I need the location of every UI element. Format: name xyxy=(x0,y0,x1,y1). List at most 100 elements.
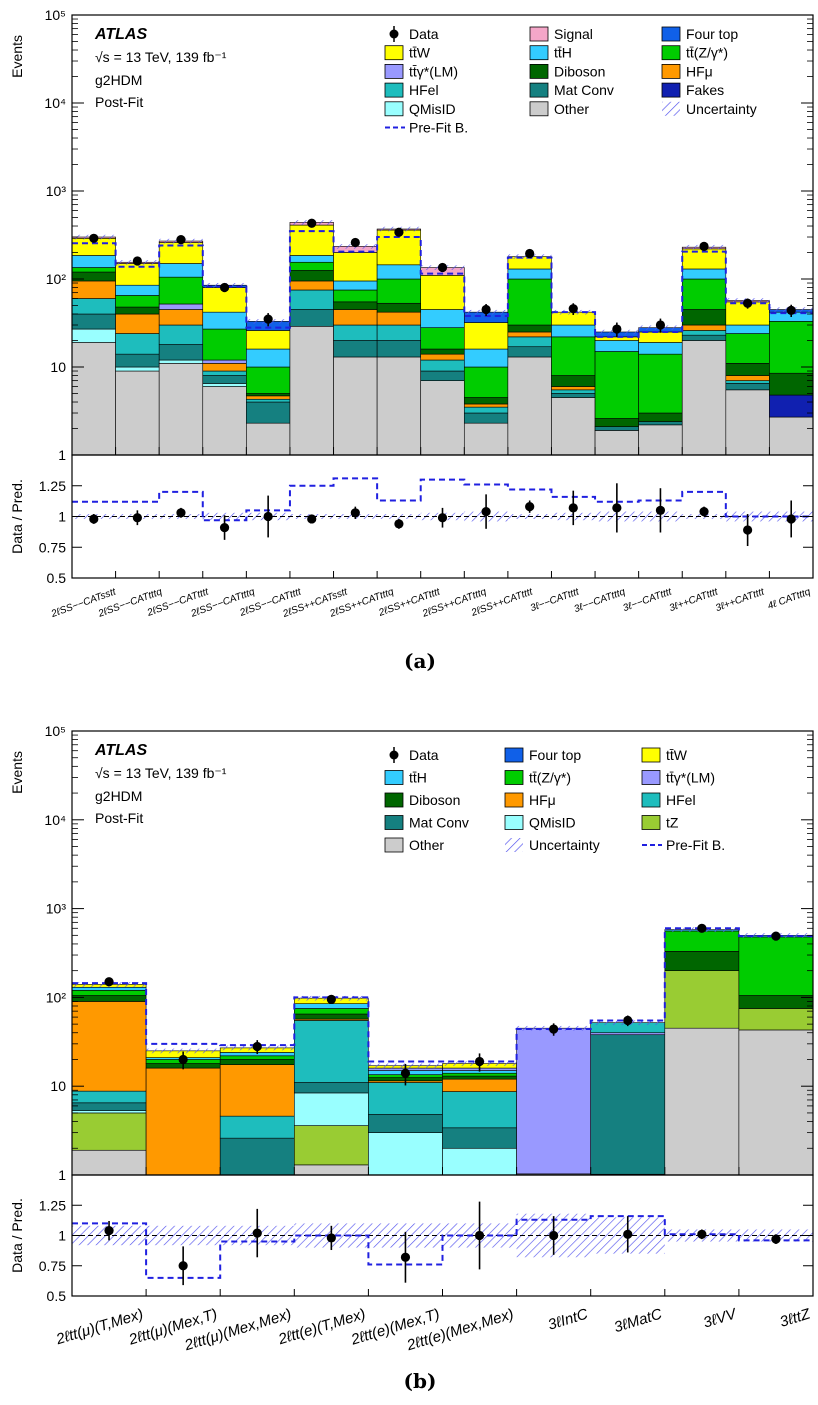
legend-swatch-ttH xyxy=(529,45,549,61)
stack-qmisid xyxy=(71,328,116,343)
legend-swatch-uncertainty xyxy=(662,101,680,116)
model-label: g2HDM xyxy=(95,788,142,804)
stack-diboson xyxy=(594,418,639,427)
stack-ttH xyxy=(638,342,683,355)
legend-swatch-ttZ xyxy=(504,770,524,785)
category-label: 3ℓ−−CATtttt xyxy=(622,586,675,614)
ratio-point xyxy=(612,503,622,513)
legend-label: HFel xyxy=(666,792,696,808)
stack-ttZ xyxy=(293,1008,369,1015)
category-label: 3ℓ++CATtttt xyxy=(714,586,767,614)
legend-swatch-matconv xyxy=(529,82,549,98)
ratio-point xyxy=(474,1230,485,1241)
stack-ttH xyxy=(551,324,596,338)
stack-ttZ xyxy=(158,276,204,305)
stack-ttH xyxy=(681,268,727,280)
stack-hfmu xyxy=(289,280,334,291)
data-point xyxy=(655,320,666,330)
stack-ttZ xyxy=(442,1072,517,1077)
stack-ttZ xyxy=(725,333,770,364)
legend-label: HFμ xyxy=(686,63,713,79)
legend-label: Mat Conv xyxy=(409,815,469,831)
category-label: 3ℓ++CATtttt xyxy=(668,586,721,614)
legend-swatch-tz xyxy=(641,815,661,830)
stack-ttZ xyxy=(594,351,639,419)
legend-swatch-hfel xyxy=(384,82,404,98)
stack-hfmu xyxy=(551,386,596,391)
ratio-point xyxy=(568,503,578,513)
stack-hfel xyxy=(507,336,552,348)
ratio-point xyxy=(525,502,535,512)
stack-hfel xyxy=(158,324,204,345)
energy-lumi-label: √s = 13 TeV, 139 fb⁻¹ xyxy=(95,765,227,781)
y-tick-label: 10 xyxy=(50,1078,66,1094)
data-point xyxy=(132,256,142,266)
stack-ttW xyxy=(246,330,291,350)
data-point xyxy=(525,248,535,259)
ratio-point xyxy=(699,506,709,517)
legend-swatch-ttW xyxy=(384,45,404,61)
category-label: 3ℓ−−CATtttq xyxy=(573,586,628,615)
stack-other xyxy=(71,1149,147,1176)
stack-matconv xyxy=(293,1082,369,1094)
stack-matconv xyxy=(71,313,116,330)
y-tick-label: 10³ xyxy=(46,901,67,917)
ratio-prefit-line xyxy=(72,1215,813,1279)
stack-hfmu xyxy=(333,309,378,326)
energy-lumi-label: √s = 13 TeV, 139 fb⁻¹ xyxy=(95,49,227,65)
stack-ttZ xyxy=(638,353,683,414)
stack-ttW xyxy=(289,224,334,256)
category-label: 3ℓVV xyxy=(701,1305,740,1332)
stack-tz xyxy=(738,1008,814,1031)
data-point xyxy=(178,1054,188,1065)
ratio-point xyxy=(394,519,404,529)
category-label: 4ℓ CATtttq xyxy=(766,586,812,612)
stack-ttZ xyxy=(769,321,814,374)
stack-ttZ xyxy=(463,366,509,398)
data-point xyxy=(350,237,360,248)
stack-hfel xyxy=(71,298,116,315)
legend-label: QMisID xyxy=(529,815,576,831)
ratio-point xyxy=(176,508,186,518)
stack-hfel xyxy=(219,1115,295,1139)
stack-other xyxy=(594,430,639,456)
stack-other xyxy=(463,422,509,456)
stack-hfmu xyxy=(442,1078,517,1092)
stack-other xyxy=(293,1164,369,1176)
stack-fakes xyxy=(769,394,814,418)
panel-a: 1 10 10² 10³ 10⁴ 10⁵ Events ATLAS √s = 13 TeV, 1… xyxy=(9,7,814,620)
stack-other xyxy=(738,1029,814,1176)
stack-hfmu xyxy=(202,363,247,372)
stack-ttZ xyxy=(551,336,596,376)
stack-diboson xyxy=(420,348,465,355)
stack-ttH xyxy=(289,255,334,263)
legend-label: Mat Conv xyxy=(554,82,614,98)
stack-hfel xyxy=(725,380,770,384)
stack-matconv xyxy=(420,370,465,381)
legend-swatch-data xyxy=(389,29,399,39)
data-point xyxy=(326,994,336,1004)
ratio-point xyxy=(400,1252,411,1262)
stack-ttZ xyxy=(115,295,160,308)
stack-other xyxy=(551,397,596,456)
legend-label: tZ xyxy=(666,815,679,831)
legend-swatch-uncertainty xyxy=(505,838,523,852)
ratio-point xyxy=(263,511,273,522)
legend-label: Other xyxy=(554,101,589,117)
stack-diboson xyxy=(769,372,814,396)
stack-ttH xyxy=(420,309,465,328)
stack-diboson xyxy=(507,324,552,333)
legend-swatch-diboson xyxy=(384,792,404,808)
stack-matconv xyxy=(158,344,204,361)
panel-b: 1 10 10² 10³ 10⁴ 10⁵ Events ATLAS √s = 13 TeV, 1… xyxy=(9,723,814,1354)
stack-diboson xyxy=(293,1013,369,1020)
legend-label: tt̄H xyxy=(409,770,427,786)
ratio-tick-label: 0.75 xyxy=(39,539,66,555)
data-point xyxy=(568,304,578,314)
stack-diboson xyxy=(289,270,334,282)
stack-matconv xyxy=(463,412,509,424)
data-point xyxy=(771,931,781,941)
legend-swatch-data xyxy=(389,750,399,760)
y-tick-label: 1 xyxy=(58,447,66,463)
stack-ttH xyxy=(507,268,552,280)
